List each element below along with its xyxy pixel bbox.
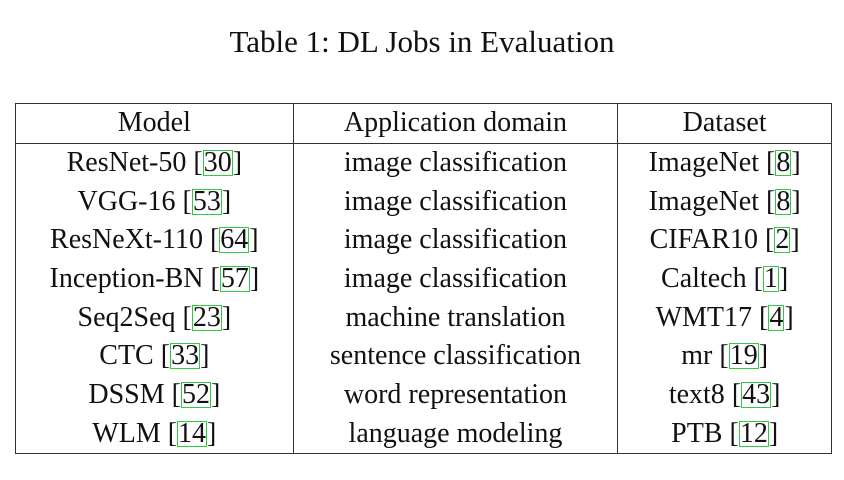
dataset-name: WMT17	[655, 301, 753, 333]
dataset-name: mr	[681, 340, 713, 372]
dataset-name: PTB	[671, 417, 723, 449]
model-name: ResNet-50	[66, 147, 187, 179]
citation-number[interactable]: 23	[191, 301, 222, 333]
dataset-cell: CIFAR10 [2]	[617, 221, 832, 260]
table-row: Seq2Seq [23] machine translation WMT17 [4]	[15, 298, 832, 338]
citation-link[interactable]: [8]	[766, 147, 801, 179]
citation-number[interactable]: 2	[774, 224, 791, 256]
application-domain-cell: image classification	[292, 259, 619, 299]
citation-link[interactable]: [33]	[160, 340, 210, 372]
citation-link[interactable]: [8]	[766, 185, 801, 217]
table-row: VGG-16 [53] image classification ImageNet …	[15, 182, 832, 222]
application-domain-cell: machine translation	[292, 298, 619, 338]
model-name: VGG-16	[77, 185, 176, 217]
citation-link[interactable]: [14]	[167, 417, 217, 449]
dataset-cell: text8 [43]	[617, 375, 832, 415]
model-cell: ResNeXt-110 [64]	[15, 221, 294, 260]
table-header-row: Model Application domain Dataset	[15, 103, 832, 144]
dataset-cell: ImageNet [8]	[617, 143, 832, 183]
citation-number[interactable]: 4	[768, 301, 785, 333]
citation-link[interactable]: [19]	[719, 340, 769, 372]
citation-link[interactable]: [64]	[209, 224, 259, 256]
citation-number[interactable]: 8	[775, 147, 792, 179]
dataset-cell: Caltech [1]	[617, 259, 832, 299]
dataset-name: text8	[668, 379, 725, 411]
dataset-cell: WMT17 [4]	[617, 298, 832, 338]
model-name: CTC	[99, 340, 154, 372]
application-domain-cell: word representation	[292, 375, 619, 415]
application-domain-cell: image classification	[292, 143, 619, 183]
citation-number[interactable]: 19	[728, 340, 759, 372]
model-cell: VGG-16 [53]	[15, 182, 294, 222]
citation-link[interactable]: [30]	[193, 147, 243, 179]
citation-number[interactable]: 30	[202, 147, 233, 179]
application-domain-cell: sentence classification	[292, 337, 619, 376]
citation-number[interactable]: 12	[738, 417, 769, 449]
table-caption: Table 1: DL Jobs in Evaluation	[229, 24, 615, 59]
model-cell: Seq2Seq [23]	[15, 298, 294, 338]
model-name: Seq2Seq	[77, 301, 176, 333]
citation-number[interactable]: 14	[177, 417, 208, 449]
table-row: Inception-BN [57] image classification Cal…	[15, 259, 832, 299]
application-domain-cell: image classification	[292, 221, 619, 260]
header-application-domain: Application domain	[292, 103, 619, 144]
dl-jobs-table: Model Application domain Dataset ResNet-…	[15, 103, 832, 455]
citation-number[interactable]: 33	[170, 340, 201, 372]
dataset-cell: ImageNet [8]	[617, 182, 832, 222]
dataset-cell: PTB [12]	[617, 414, 832, 454]
citation-link[interactable]: [1]	[753, 263, 789, 295]
citation-number[interactable]: 8	[775, 185, 792, 217]
citation-number[interactable]: 1	[762, 263, 779, 295]
header-model: Model	[15, 103, 294, 144]
dataset-name: ImageNet	[648, 185, 759, 217]
table-row: DSSM [52] word representation text8 [43]	[15, 375, 832, 415]
application-domain-cell: image classification	[292, 182, 619, 222]
citation-number[interactable]: 53	[191, 185, 222, 217]
model-name: ResNeXt-110	[50, 224, 203, 256]
citation-number[interactable]: 52	[180, 379, 211, 411]
model-cell: WLM [14]	[15, 414, 294, 454]
model-name: DSSM	[88, 379, 165, 411]
dataset-name: CIFAR10	[649, 224, 758, 256]
citation-link[interactable]: [4]	[759, 301, 794, 333]
dataset-name: Caltech	[661, 263, 747, 295]
citation-link[interactable]: [52]	[171, 379, 221, 411]
citation-link[interactable]: [12]	[729, 417, 779, 449]
citation-number[interactable]: 57	[219, 263, 250, 295]
citation-link[interactable]: [53]	[182, 185, 232, 217]
model-cell: ResNet-50 [30]	[15, 143, 294, 183]
citation-number[interactable]: 64	[219, 224, 250, 256]
model-name: Inception-BN	[49, 263, 204, 295]
model-cell: CTC [33]	[15, 337, 294, 376]
citation-number[interactable]: 43	[741, 379, 772, 411]
citation-link[interactable]: [2]	[765, 224, 800, 256]
model-cell: DSSM [52]	[15, 375, 294, 415]
table-row: CTC [33] sentence classification mr [19]	[15, 337, 832, 376]
dataset-cell: mr [19]	[617, 337, 832, 376]
table-row: ResNeXt-110 [64] image classification CIFA…	[15, 221, 832, 260]
table-row: WLM [14] language modeling PTB [12]	[15, 414, 832, 454]
citation-link[interactable]: [43]	[731, 379, 781, 411]
model-cell: Inception-BN [57]	[15, 259, 294, 299]
application-domain-cell: language modeling	[292, 414, 619, 454]
dataset-name: ImageNet	[648, 147, 759, 179]
model-name: WLM	[92, 417, 161, 449]
header-dataset: Dataset	[617, 103, 832, 144]
table-row: ResNet-50 [30] image classification ImageN…	[15, 143, 832, 183]
citation-link[interactable]: [57]	[210, 263, 260, 295]
citation-link[interactable]: [23]	[182, 301, 232, 333]
